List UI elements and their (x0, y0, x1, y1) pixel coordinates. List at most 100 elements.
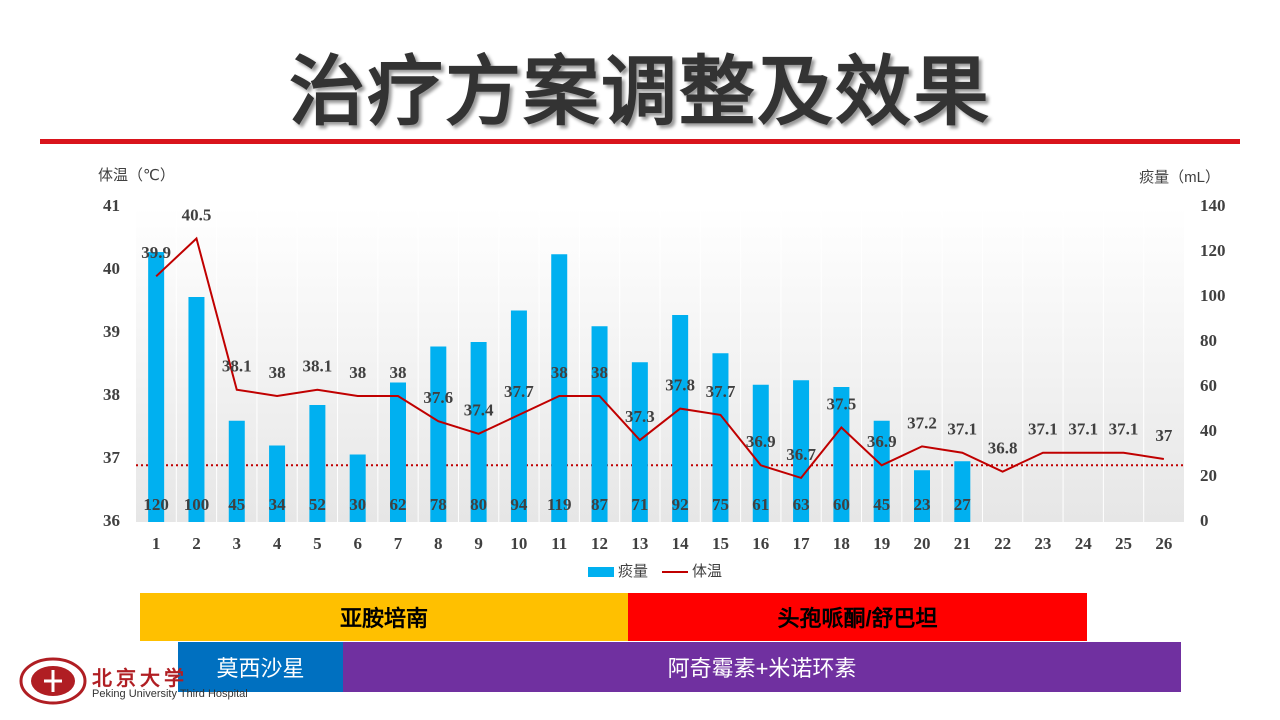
x-tick-label: 14 (672, 534, 690, 553)
x-tick-label: 1 (152, 534, 161, 553)
y2-tick-label: 100 (1200, 286, 1226, 305)
y-tick-label: 36 (103, 511, 120, 530)
x-tick-label: 16 (752, 534, 769, 553)
bar-value-label: 120 (143, 495, 169, 514)
y2-axis-label: 痰量（mL） (1139, 169, 1220, 186)
bar (752, 384, 769, 522)
bar-value-label: 45 (228, 495, 245, 514)
x-tick-label: 2 (192, 534, 201, 553)
bar-value-label: 71 (631, 495, 648, 514)
x-tick-label: 9 (474, 534, 483, 553)
chart: 体温（℃） 痰量（mL）36373839404102040608010012014… (98, 167, 1226, 580)
bar-value-label: 23 (914, 495, 931, 514)
bar-value-label: 62 (390, 495, 407, 514)
x-tick-label: 10 (510, 534, 527, 553)
x-tick-label: 19 (873, 534, 890, 553)
bar (591, 326, 608, 522)
x-tick-label: 15 (712, 534, 729, 553)
bar (793, 380, 810, 522)
x-tick-label: 22 (994, 534, 1011, 553)
y-tick-label: 39 (103, 322, 120, 341)
line-value-label: 39.9 (141, 243, 171, 262)
y-tick-label: 41 (103, 196, 120, 215)
bar (631, 362, 648, 522)
bar-value-label: 92 (672, 495, 689, 514)
line-value-label: 37.5 (827, 394, 857, 413)
x-tick-label: 13 (631, 534, 648, 553)
line-value-label: 37.2 (907, 413, 937, 432)
bar (672, 315, 689, 522)
x-tick-label: 11 (551, 534, 567, 553)
bar (833, 387, 850, 522)
line-value-label: 37.4 (464, 401, 494, 420)
y-tick-label: 40 (103, 259, 120, 278)
legend-label: 体温 (692, 563, 722, 580)
bar-value-label: 80 (470, 495, 487, 514)
y2-tick-label: 60 (1200, 376, 1217, 395)
line-value-label: 37.7 (504, 382, 534, 401)
line-value-label: 38 (390, 363, 407, 382)
regimen-bar: 头孢哌酮/舒巴坦 (628, 593, 1087, 641)
x-tick-label: 26 (1155, 534, 1172, 553)
line-value-label: 36.8 (988, 439, 1018, 458)
x-tick-label: 25 (1115, 534, 1132, 553)
x-tick-label: 4 (273, 534, 282, 553)
bar (551, 254, 568, 522)
line-value-label: 38 (591, 363, 608, 382)
bar (188, 297, 205, 522)
line-value-label: 38 (269, 363, 286, 382)
x-tick-label: 7 (394, 534, 403, 553)
bar (349, 454, 366, 522)
x-tick-label: 6 (353, 534, 362, 553)
bar (914, 470, 930, 522)
x-tick-label: 20 (914, 534, 931, 553)
line-value-label: 38 (349, 363, 366, 382)
line-value-label: 37.1 (1068, 420, 1098, 439)
bar-value-label: 75 (712, 495, 729, 514)
regimen-bar: 亚胺培南 (140, 593, 628, 641)
bar (228, 420, 245, 522)
bar-value-label: 60 (833, 495, 850, 514)
regimen-bar: 莫西沙星 (178, 642, 343, 692)
logo-subtitle: Peking University Third Hospital (92, 688, 248, 700)
y2-tick-label: 120 (1200, 241, 1226, 260)
y-axis-label: 体温（℃） (98, 167, 175, 184)
line (155, 236, 1165, 480)
bar-value-label: 61 (752, 495, 769, 514)
y-tick-label: 37 (103, 448, 121, 467)
bar-value-label: 63 (793, 495, 810, 514)
y2-tick-label: 140 (1200, 196, 1226, 215)
regimen-bar: 阿奇霉素+米诺环素 (343, 642, 1181, 692)
line-value-label: 40.5 (182, 205, 212, 224)
y-tick-label: 38 (103, 385, 120, 404)
title-rule (40, 139, 1240, 144)
bar-value-label: 30 (349, 495, 366, 514)
bar-value-label: 94 (510, 495, 528, 514)
x-tick-label: 24 (1075, 534, 1093, 553)
slide-title: 治疗方案调整及效果 (289, 50, 991, 135)
x-tick-label: 8 (434, 534, 443, 553)
line-value-label: 37.3 (625, 407, 655, 426)
bar (430, 346, 447, 522)
legend-label: 痰量 (618, 563, 648, 580)
y2-tick-label: 0 (1200, 511, 1209, 530)
bar (954, 461, 971, 522)
bar (309, 405, 326, 522)
x-tick-label: 23 (1034, 534, 1051, 553)
x-tick-label: 17 (793, 534, 811, 553)
legend-swatch (588, 567, 614, 577)
x-tick-label: 12 (591, 534, 608, 553)
logo-name: 北京大学 (92, 668, 188, 690)
x-tick-label: 5 (313, 534, 322, 553)
line-value-label: 37.1 (1028, 420, 1058, 439)
bar (269, 445, 286, 522)
line-value-label: 38.1 (222, 357, 252, 376)
line-value-label: 37 (1155, 426, 1173, 445)
bar-value-label: 119 (547, 495, 572, 514)
line-value-label: 36.9 (867, 432, 897, 451)
line-value-label: 37.8 (665, 376, 695, 395)
logo-emblem (19, 657, 87, 705)
bar-value-label: 100 (184, 495, 210, 514)
bar (873, 420, 890, 522)
